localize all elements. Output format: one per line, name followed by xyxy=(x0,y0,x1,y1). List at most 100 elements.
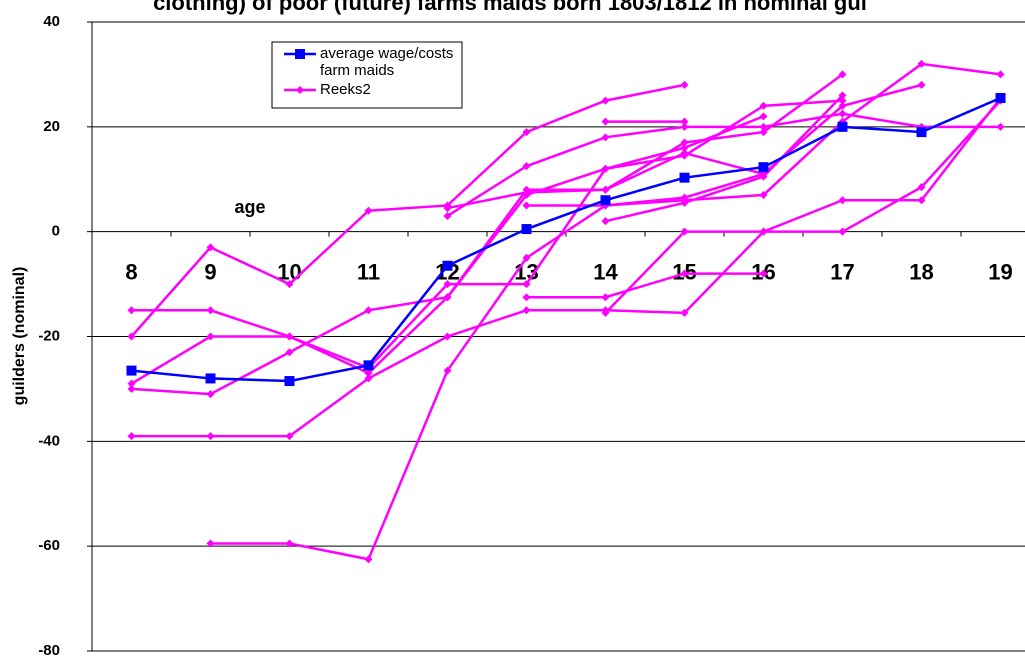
data-point xyxy=(127,332,136,341)
data-point xyxy=(759,122,768,131)
y-tick-label: 40 xyxy=(43,13,60,30)
data-point xyxy=(601,117,610,126)
data-point xyxy=(680,80,689,89)
data-point xyxy=(680,227,689,236)
data-point xyxy=(917,183,926,192)
data-point xyxy=(284,376,295,387)
data-point xyxy=(680,198,689,207)
data-point xyxy=(996,122,1005,131)
series-line xyxy=(446,112,1001,217)
data-point xyxy=(680,138,689,147)
data-point xyxy=(285,332,294,341)
legend-marker xyxy=(296,86,304,94)
data-point xyxy=(522,253,531,262)
data-point xyxy=(838,227,847,236)
data-point xyxy=(917,59,926,68)
data-point xyxy=(838,101,847,110)
data-point xyxy=(759,190,768,199)
y-tick-label: 0 xyxy=(52,223,60,240)
data-point xyxy=(443,366,452,375)
x-tick-label: 19 xyxy=(988,259,1012,284)
data-point xyxy=(601,293,610,302)
data-point xyxy=(127,306,136,315)
x-tick-label: 18 xyxy=(909,259,933,284)
data-point xyxy=(917,80,926,89)
series-line xyxy=(604,97,1002,314)
data-point xyxy=(205,373,216,384)
data-point xyxy=(759,269,768,278)
data-point xyxy=(679,172,690,183)
data-point xyxy=(206,243,215,252)
data-point xyxy=(206,390,215,399)
data-point xyxy=(680,117,689,126)
x-tick-label: 8 xyxy=(125,259,137,284)
data-point xyxy=(285,539,294,548)
data-point xyxy=(206,332,215,341)
y-tick-label: -40 xyxy=(38,432,60,449)
legend-line: Reeks2 xyxy=(320,81,371,98)
data-point xyxy=(601,308,610,317)
data-point xyxy=(680,308,689,317)
data-point xyxy=(758,162,769,173)
data-point xyxy=(285,432,294,441)
y-tick-label: 20 xyxy=(43,118,60,135)
data-point xyxy=(521,224,532,235)
data-point xyxy=(838,91,847,100)
data-point xyxy=(285,280,294,289)
data-point xyxy=(601,133,610,142)
y-axis-title: guilders (nominal) xyxy=(11,267,28,406)
data-point xyxy=(522,188,531,197)
data-point xyxy=(206,539,215,548)
data-point xyxy=(680,149,689,158)
data-point xyxy=(601,96,610,105)
data-point xyxy=(759,172,768,181)
data-point xyxy=(206,432,215,441)
legend-label: Reeks2 xyxy=(320,81,371,98)
x-tick-label: 9 xyxy=(204,259,216,284)
data-point xyxy=(127,384,136,393)
legend-items: average wage/costs farm maids Reeks2 xyxy=(284,45,453,98)
data-point xyxy=(600,195,611,206)
data-point xyxy=(442,260,453,271)
data-point xyxy=(838,70,847,79)
data-point xyxy=(364,369,373,378)
series-line xyxy=(130,83,685,338)
data-point xyxy=(522,128,531,137)
data-point xyxy=(127,432,136,441)
data-point xyxy=(364,306,373,315)
data-point xyxy=(363,360,374,371)
data-point xyxy=(522,280,531,289)
legend-label: average wage/costs farm maids xyxy=(320,45,453,79)
series-line xyxy=(131,99,1002,438)
legend: average wage/costs farm maids Reeks2 xyxy=(271,41,463,109)
chart-title: clothing) of poor (future) farms maids b… xyxy=(153,0,867,15)
series-line xyxy=(605,94,844,223)
legend-line: farm maids xyxy=(320,62,394,79)
data-point xyxy=(206,306,215,315)
data-point xyxy=(443,332,452,341)
data-point xyxy=(601,185,610,194)
data-point xyxy=(285,348,294,357)
data-point xyxy=(995,93,1006,104)
data-point xyxy=(443,204,452,213)
legend-marker xyxy=(295,49,305,59)
data-point xyxy=(917,196,926,205)
data-point xyxy=(364,374,373,383)
data-point xyxy=(126,365,137,376)
data-point xyxy=(838,109,847,118)
data-point xyxy=(837,121,848,132)
data-point xyxy=(680,143,689,152)
legend-line: average wage/costs xyxy=(320,45,453,62)
data-point xyxy=(759,101,768,110)
data-point xyxy=(522,201,531,210)
data-point xyxy=(680,193,689,202)
x-tick-label: 17 xyxy=(830,259,854,284)
data-point xyxy=(522,293,531,302)
data-point xyxy=(127,379,136,388)
data-point xyxy=(443,293,452,302)
data-point xyxy=(364,206,373,215)
x-tick-label: 14 xyxy=(593,259,618,284)
x-tick-label: 11 xyxy=(357,259,380,284)
